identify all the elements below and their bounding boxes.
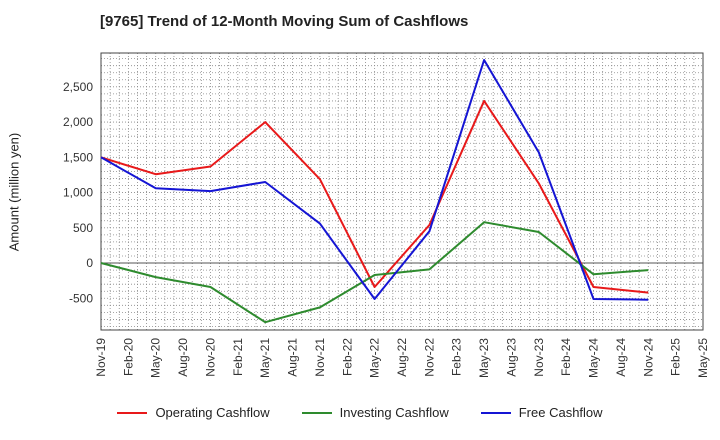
y-tick-label: 0 (86, 256, 93, 270)
y-tick-label: 2,000 (63, 115, 93, 129)
x-tick-label: Aug-22 (395, 338, 409, 377)
x-tick-label: Nov-22 (422, 338, 436, 377)
x-tick-label: Feb-21 (231, 338, 245, 376)
x-tick-label: Feb-23 (450, 338, 464, 376)
x-tick-label: Nov-24 (641, 338, 655, 377)
x-tick-label: Aug-24 (614, 338, 628, 377)
legend-swatch-operating (117, 411, 148, 414)
x-tick-label: Nov-20 (203, 338, 217, 377)
legend: Operating Cashflow Investing Cashflow Fr… (0, 405, 720, 420)
x-tick-label: Feb-22 (340, 338, 354, 376)
x-tick-label: Nov-21 (313, 338, 327, 377)
x-tick-label: Nov-19 (94, 338, 108, 377)
legend-item-operating-cashflow: Operating Cashflow (117, 405, 270, 420)
x-tick-label: May-22 (368, 338, 382, 378)
legend-swatch-free (480, 411, 511, 414)
series-line-operating-cashflow (100, 99, 649, 294)
y-tick-label: 1,000 (63, 186, 93, 200)
plot-frame (100, 52, 704, 331)
x-tick-label: Nov-23 (532, 338, 546, 377)
series-line-free-cashflow (100, 59, 649, 301)
y-tick-label: 500 (73, 221, 93, 235)
legend-item-investing-cashflow: Investing Cashflow (301, 405, 449, 420)
legend-item-free-cashflow: Free Cashflow (480, 405, 603, 420)
x-tick-label: May-24 (587, 338, 601, 378)
y-tick-label: 2,500 (63, 80, 93, 94)
y-tick-label: 1,500 (63, 150, 93, 164)
x-tick-label: May-23 (477, 338, 491, 378)
x-tick-label: Aug-20 (176, 338, 190, 377)
x-tick-label: Feb-24 (559, 338, 573, 376)
legend-label-investing: Investing Cashflow (339, 405, 449, 420)
legend-label-operating: Operating Cashflow (155, 405, 270, 420)
x-tick-label: May-20 (149, 338, 163, 378)
x-tick-label: Feb-25 (669, 338, 683, 376)
x-tick-label: May-21 (258, 338, 272, 378)
x-tick-label: May-25 (696, 338, 710, 378)
x-tick-label: Feb-20 (121, 338, 135, 376)
legend-swatch-investing (301, 411, 332, 414)
legend-label-free: Free Cashflow (518, 405, 603, 420)
x-tick-label: Aug-23 (504, 338, 518, 377)
series-line-investing-cashflow (100, 221, 649, 324)
chart-title: [9765] Trend of 12-Month Moving Sum of C… (100, 13, 469, 30)
y-tick-label: -500 (69, 291, 93, 305)
x-tick-label: Aug-21 (286, 338, 300, 377)
